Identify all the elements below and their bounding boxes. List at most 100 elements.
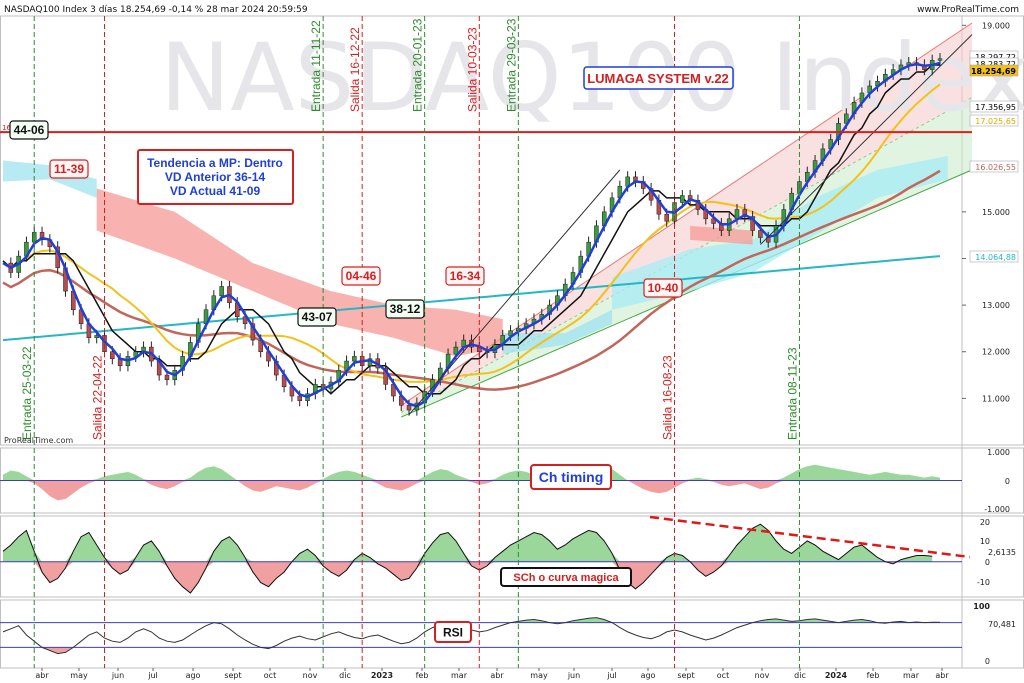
axis-layer: 11.00012.00013.00014.00015.00019.00018.2… [35, 21, 1019, 680]
box-label-frame [341, 266, 381, 286]
x-tick-label: may [530, 671, 548, 680]
box-label-frame [445, 266, 485, 286]
panel-label-frame [434, 621, 472, 643]
y-tick-label: 12.000 [982, 348, 1010, 357]
vertical-marker-label: Entrada 29-03-23 [504, 18, 518, 112]
panel-label-2: RSI [434, 621, 472, 643]
indicator-panels [0, 464, 971, 655]
vertical-marker-label: Entrada 25-03-22 [20, 346, 34, 440]
x-tick-label: feb [867, 671, 880, 680]
panel-label-text: Ch timing [539, 469, 604, 485]
box-label-text: 11-39 [54, 162, 84, 176]
box-label-16-34: 16-34 [445, 266, 485, 286]
box-label-text: 44-06 [14, 123, 45, 137]
x-tick-label: 2023 [371, 671, 393, 680]
price-tag-box [969, 64, 1019, 77]
price-tag-box [969, 160, 1019, 173]
candle-body [664, 213, 669, 222]
series-brown-line [2, 169, 941, 391]
box-label-43-07: 43-07 [297, 307, 337, 327]
y-tick-label: 15.000 [982, 208, 1010, 217]
candle-body [297, 395, 302, 401]
x-tick-label: jul [606, 671, 617, 680]
candle-body [680, 195, 685, 203]
ch-timing-tick: 0 [1005, 477, 1010, 486]
x-tick-label: abr [35, 671, 49, 680]
sch-line [2, 523, 933, 594]
info-box-line: VD Actual 41-09 [170, 184, 261, 198]
x-tick-label: 2024 [825, 671, 848, 680]
candle-body [164, 374, 170, 380]
box-label-text: 38-12 [390, 302, 421, 316]
ch-timing-tick: 1.000 [987, 448, 1010, 457]
box-label-frame [385, 299, 425, 319]
main-panel: 16.7 [0, 34, 973, 416]
panel-label-text: SCh o curva magica [513, 572, 619, 584]
box-label-04-46: 04-46 [341, 266, 381, 286]
trendline-2 [760, 34, 973, 245]
candle-body [242, 316, 248, 325]
x-tick-label: abr [490, 671, 504, 680]
vertical-marker-label: Entrada 08-11-23 [785, 347, 799, 440]
candle-body [110, 351, 115, 359]
vertical-marker-label: Salida 16-12-22 [348, 27, 362, 112]
candle-body [937, 58, 943, 61]
rsi-tick: 0 [985, 657, 990, 666]
source-credit: www.ProRealTime.com [917, 5, 1019, 15]
box-label-10-40: 10-40 [643, 278, 683, 298]
x-tick-label: sept [677, 671, 694, 680]
box-label-text: 16-34 [450, 269, 481, 283]
box-label-text: 43-07 [302, 310, 333, 324]
x-tick-label: feb [416, 671, 429, 680]
panel-label-text: RSI [443, 625, 463, 639]
candle-body [39, 232, 45, 241]
ch-timing-positive-fill [3, 464, 940, 481]
box-label-text: 04-46 [346, 269, 377, 283]
system-label-frame [583, 66, 734, 90]
panel-label-1: SCh o curva magica [500, 567, 632, 587]
candle-body [453, 346, 459, 355]
rsi-tick: 100 [973, 602, 990, 611]
info-box-frame [137, 149, 294, 205]
x-tick-label: mar [451, 671, 468, 680]
price-tag-label: 18.254,69 [971, 67, 1016, 76]
price-tag-box [969, 250, 1019, 263]
info-box-line: Tendencia a MP: Dentro [147, 156, 283, 170]
price-tag-box [969, 114, 1019, 127]
x-tick-label: jun [111, 671, 124, 680]
x-tick-label: nov [303, 671, 318, 680]
price-tag-label: 18.297,72 [975, 53, 1016, 62]
background-layer [0, 15, 1024, 669]
ch-timing-tick: -1.000 [984, 505, 1010, 514]
label-layer: 44-06 11-39 43-07 04-46 38-12 16-34 10-40 Tende… [9, 66, 734, 643]
x-tick-label: ago [186, 671, 201, 680]
price-tag-box [969, 100, 1019, 113]
candle-body [758, 230, 763, 238]
candle-body [750, 216, 755, 231]
sch-negative-fill [3, 561, 933, 593]
cloud-cyan-2 [502, 309, 613, 355]
prorealtime-credit: ProRealTime.com [4, 436, 73, 445]
box-label-text: 10-40 [648, 281, 679, 295]
sch-positive-fill [3, 524, 933, 562]
x-tick-label: oct [717, 671, 729, 680]
price-tag-label: 14.064,88 [975, 253, 1016, 262]
x-tick-label: sept [224, 671, 241, 680]
price-tag-label: 17.356,95 [975, 103, 1016, 112]
box-label-44-06: 44-06 [9, 120, 49, 140]
candle-body [219, 286, 224, 297]
sch-tick: -10 [977, 578, 990, 587]
rsi-tick: 70,481 [988, 620, 1016, 629]
series-blue-line [2, 61, 941, 408]
box-label-frame [297, 307, 337, 327]
x-tick-label: dic [339, 671, 351, 680]
sch-tick: 2,6135 [988, 548, 1016, 557]
system-label-text: LUMAGA SYSTEM v.22 [587, 71, 729, 86]
box-label-frame [49, 159, 89, 179]
vertical-marker-label: Entrada 20-01-23 [411, 18, 425, 112]
x-tick-label: nov [755, 671, 770, 680]
panel-label-0: Ch timing [530, 464, 612, 490]
